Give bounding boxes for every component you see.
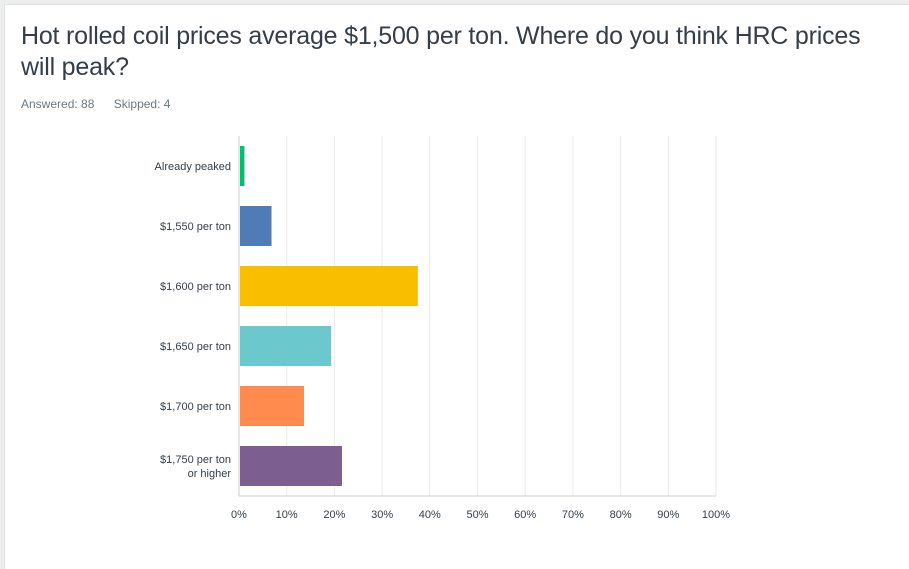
x-tick-label: 100%	[702, 509, 730, 521]
bar	[240, 206, 272, 246]
bar	[240, 386, 305, 426]
bar	[240, 326, 332, 366]
category-label: $1,600 per ton	[160, 281, 231, 293]
question-card: Hot rolled coil prices average $1,500 pe…	[4, 4, 909, 569]
category-label: $1,550 per ton	[160, 221, 231, 233]
answered-count: Answered: 88	[21, 97, 95, 111]
bar	[240, 146, 245, 186]
category-label: $1,750 per ton	[160, 454, 231, 466]
bar	[240, 266, 418, 306]
category-label: or higher	[188, 468, 232, 480]
x-tick-label: 50%	[466, 509, 488, 521]
x-tick-label: 20%	[323, 509, 345, 521]
category-label: $1,700 per ton	[160, 401, 231, 413]
response-stats: Answered: 88 Skipped: 4	[21, 97, 186, 111]
x-tick-label: 60%	[514, 509, 536, 521]
x-tick-label: 90%	[657, 509, 679, 521]
x-tick-label: 0%	[231, 509, 247, 521]
x-tick-label: 80%	[610, 509, 632, 521]
x-tick-label: 40%	[419, 509, 441, 521]
x-tick-label: 70%	[562, 509, 584, 521]
category-label: Already peaked	[155, 161, 231, 173]
category-label: $1,650 per ton	[160, 341, 231, 353]
x-tick-label: 10%	[276, 509, 298, 521]
skipped-count: Skipped: 4	[113, 97, 171, 111]
x-tick-label: 30%	[371, 509, 393, 521]
bar	[240, 446, 342, 486]
question-title: Hot rolled coil prices average $1,500 pe…	[21, 22, 861, 81]
